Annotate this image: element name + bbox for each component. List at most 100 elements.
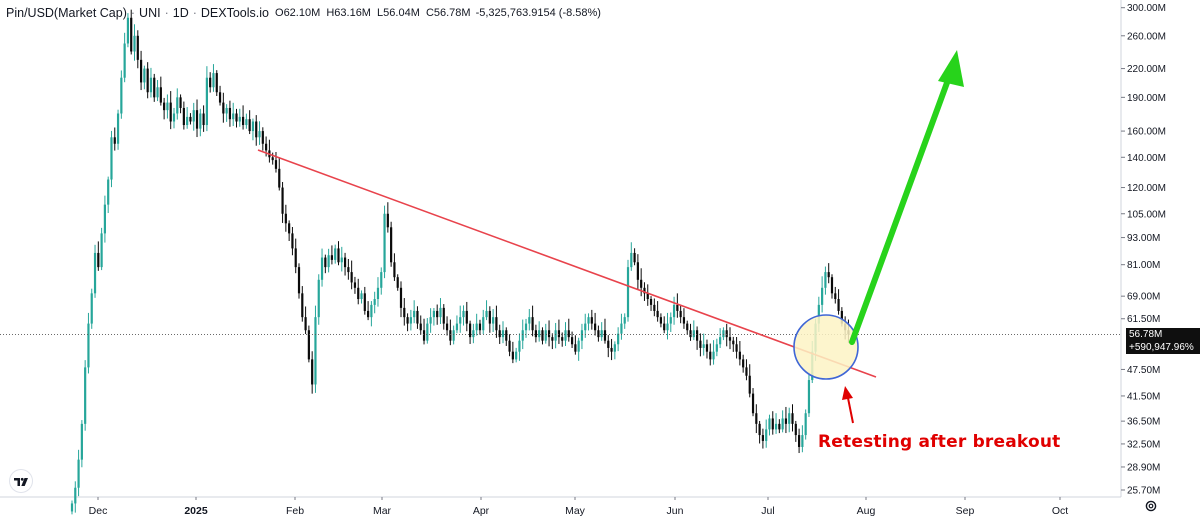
candle-body [521,330,524,341]
candle [617,327,620,352]
gear-icon[interactable] [1144,499,1158,513]
candle [761,428,764,449]
candle [357,278,360,305]
candle-body [492,317,495,324]
candle [139,50,143,91]
ohlc-readout: O62.10M H63.16M L56.04M C56.78M [275,7,474,19]
candle [169,91,172,130]
candle [498,324,501,344]
candle [834,286,837,304]
candle [607,335,610,358]
candle [580,323,584,350]
candle-body [202,113,205,126]
candle [429,308,432,333]
candle-body [179,97,182,108]
candle-body [488,310,491,324]
candle [324,254,327,274]
time-tick-label: Jun [667,505,684,517]
candle [297,263,301,299]
candle [439,298,442,324]
last-price-value: 56.78M [1129,329,1163,341]
candle-body [475,323,478,331]
candle-body [317,279,320,318]
candle-body [314,317,317,385]
candle [725,323,728,347]
candle-body [182,107,185,126]
candle-body [827,272,830,278]
candle [100,227,103,271]
candle [232,102,235,127]
candle-body [271,157,274,161]
candle-body [120,77,123,114]
candle-body [258,131,261,138]
candle-body [195,110,199,129]
candle [745,359,748,381]
candle [120,70,123,119]
candle [442,304,445,330]
candle [699,333,702,357]
close-key: C [425,7,434,19]
candle [97,241,100,271]
candle [274,151,278,173]
candle-body [541,330,544,341]
candle-series [70,9,850,515]
interval-label[interactable]: 1D [172,6,189,20]
candle [774,413,778,434]
candle-body [334,248,337,260]
candle-body [656,310,659,318]
candle-body [70,503,74,512]
candle [715,338,718,357]
candle-body [340,257,343,263]
candle [663,316,666,334]
candle-body [692,330,695,338]
tradingview-logo-icon[interactable] [10,470,32,492]
candle [449,319,452,346]
candle [482,309,485,334]
candle [251,118,255,141]
candle [686,320,689,335]
candle-body [561,337,564,341]
candle-body [376,287,380,300]
candle [383,205,386,279]
candle-body [551,337,554,341]
candle [426,318,429,344]
candle-body [791,413,794,424]
candle-body [281,187,284,214]
header-separator: · [192,6,197,20]
candle-body [607,340,610,348]
candle [475,313,478,336]
candle-body [682,317,686,324]
candle-body [439,307,442,318]
candle [301,286,304,322]
candle [393,253,396,281]
candle [620,313,623,340]
candle [291,226,294,256]
candle-body [399,287,403,308]
candle-body [74,487,77,504]
chart-header: Pin/USD(Market Cap) · UNI · 1D · DEXTool… [6,4,601,22]
candle-body [669,317,672,324]
candle [70,500,74,515]
candle-body [199,113,202,129]
change-value: -5,325,763.9154 (-8.58%) [475,7,601,19]
candle [255,115,258,146]
candle-body [485,310,488,318]
candle [205,66,208,132]
candle-body [594,323,597,331]
candle [551,333,554,350]
candle [801,425,804,453]
symbol-title[interactable]: Pin/USD(Market Cap) [6,6,127,20]
candle-body [577,340,580,352]
candle-body [689,330,692,338]
candle-body [153,77,156,98]
candle [218,85,222,106]
candle [758,420,761,444]
annotation-text[interactable]: Retesting after breakout [818,432,1061,452]
candle [765,419,768,448]
candle [755,404,758,434]
candle-body [176,97,179,114]
candle [143,65,146,90]
candle [199,108,202,137]
